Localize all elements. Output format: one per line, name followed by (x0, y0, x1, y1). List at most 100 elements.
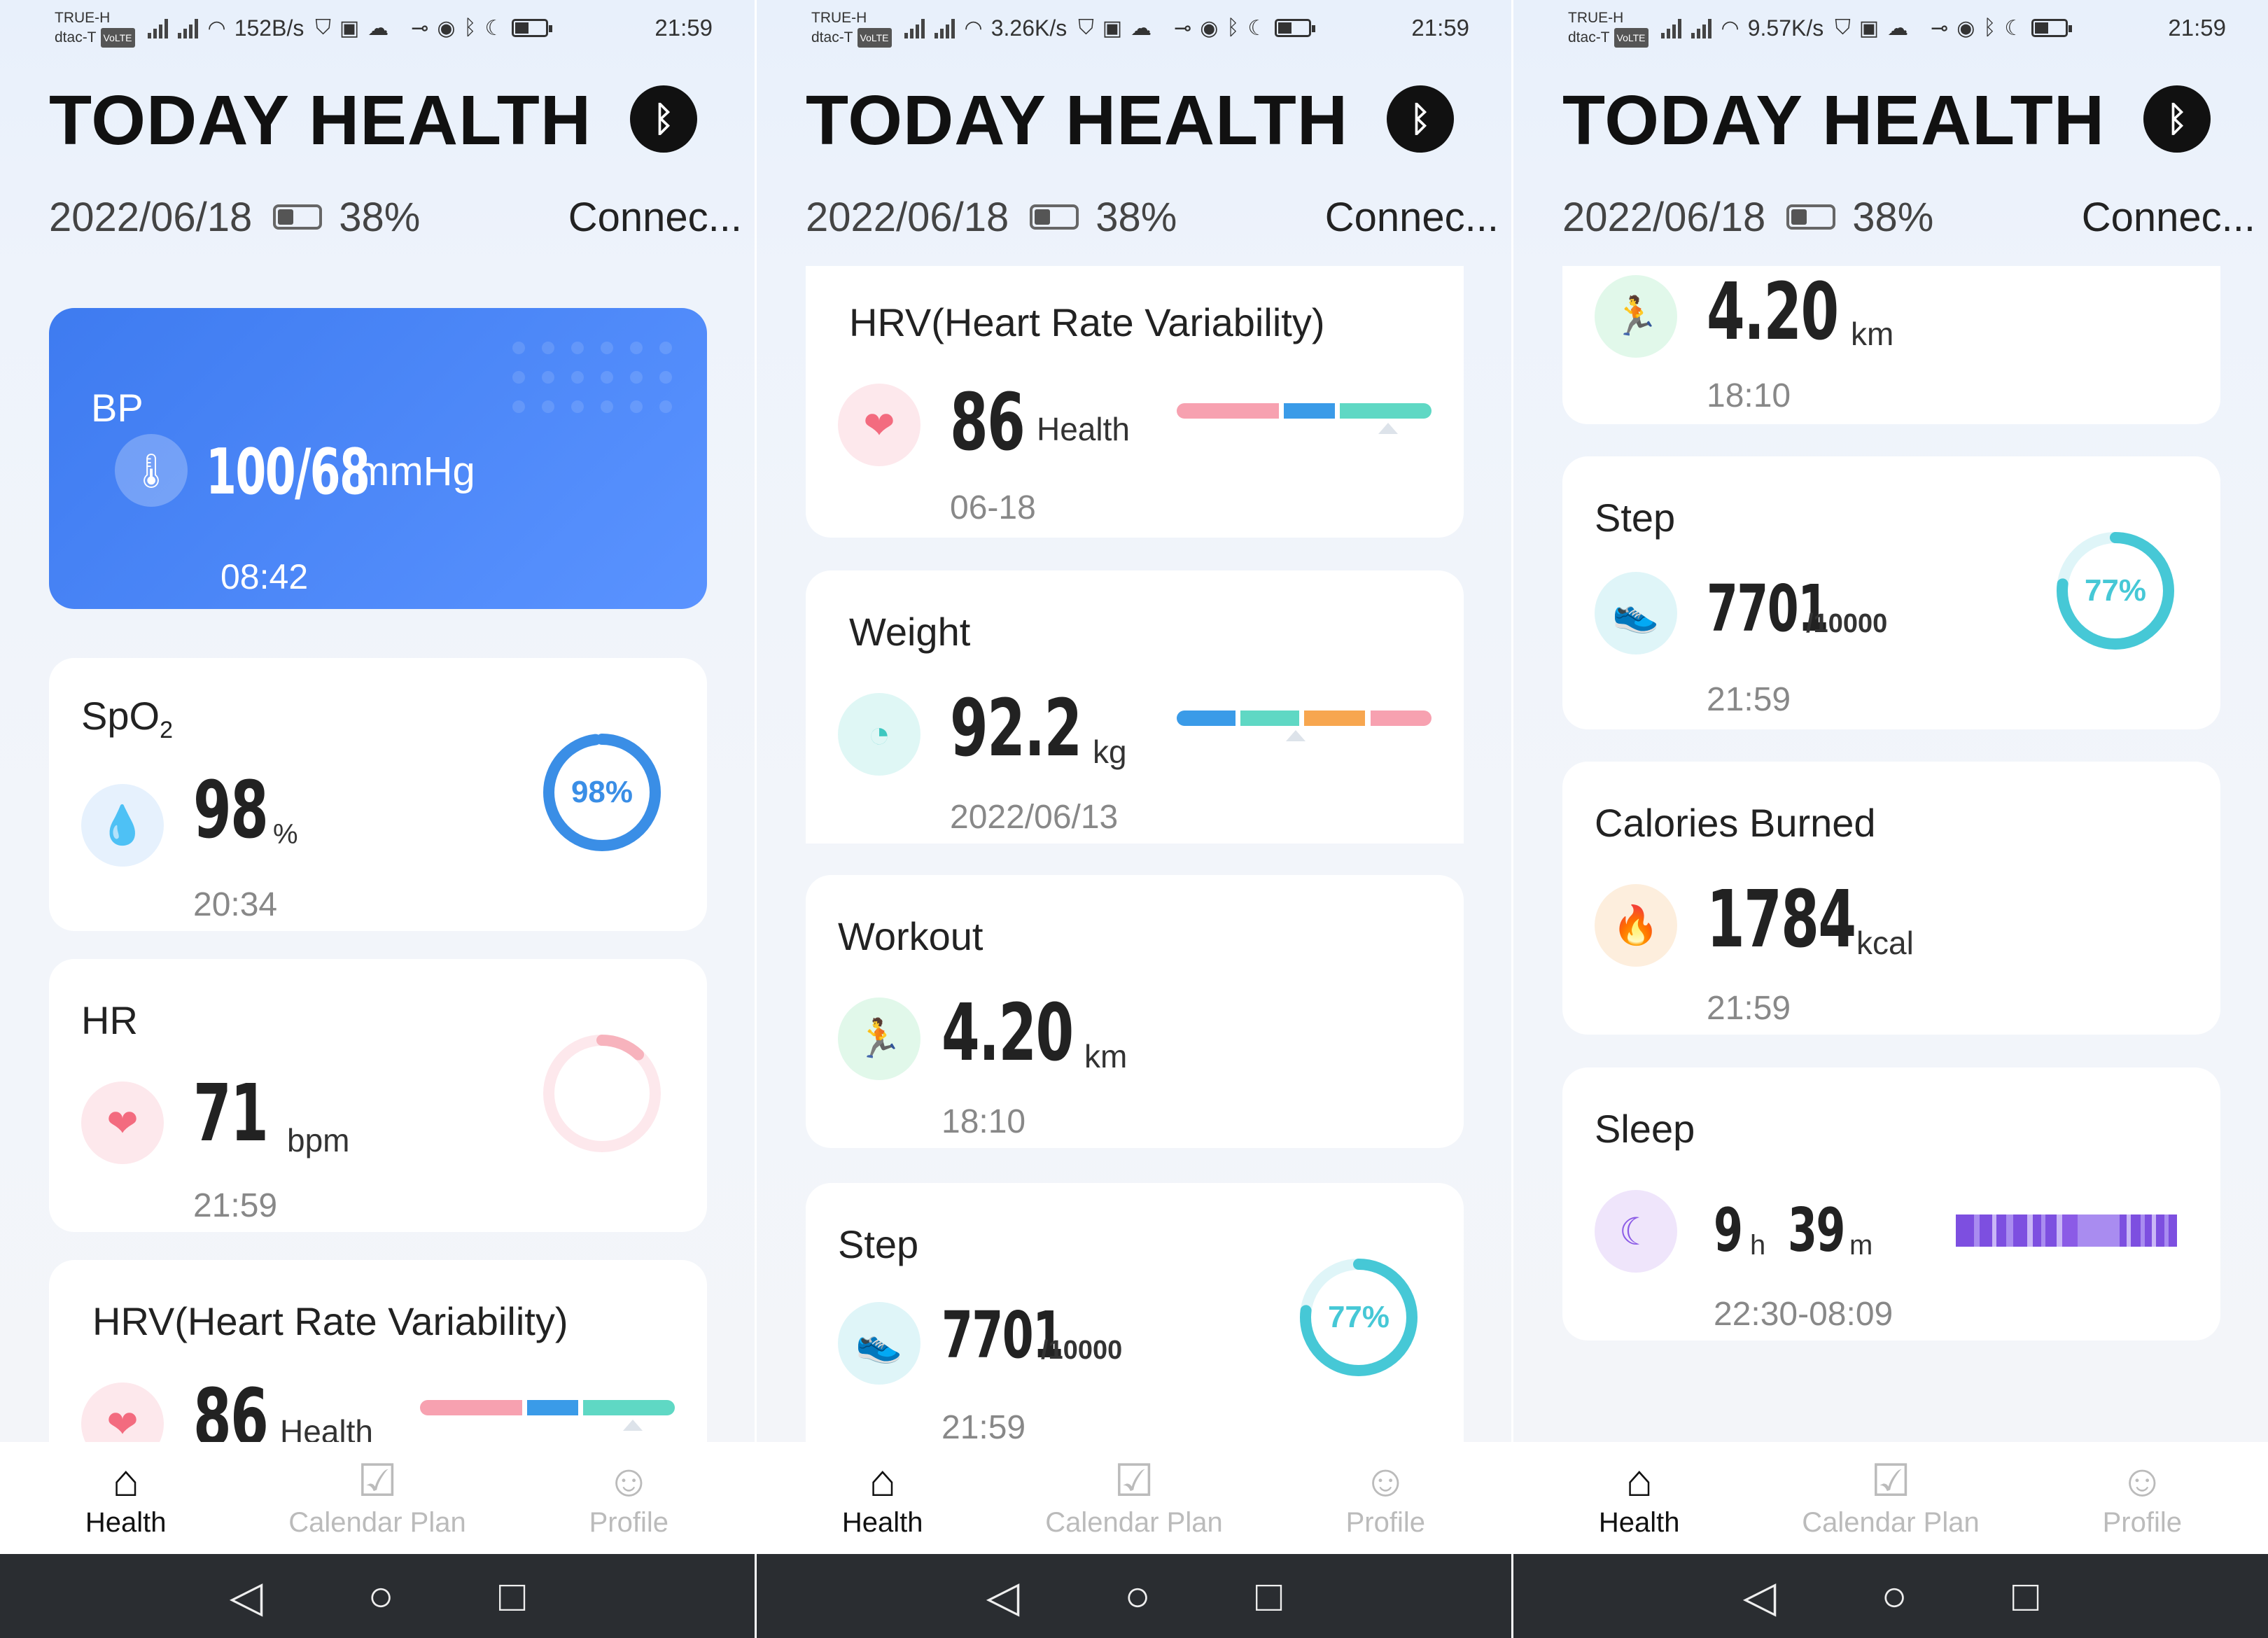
calories-card[interactable]: Calories Burned 🔥 1784 kcal 21:59 (1562, 762, 2220, 1035)
spo2-card[interactable]: SpO2 💧 98 % 20:34 98% (49, 658, 707, 931)
hr-ring (539, 1030, 665, 1156)
cloud-icon: ☁ (368, 16, 389, 40)
carrier-bottom: dtac-T (1568, 29, 1610, 46)
bluetooth-button[interactable]: ᛒ (1387, 85, 1454, 153)
sleep-minutes: 39 (1788, 1196, 1845, 1266)
signal-icon (147, 18, 168, 38)
step-ring: 77% (2052, 528, 2178, 654)
health-card-list[interactable]: BP 🌡 100/68 mmHg 08:42 SpO2 💧 98 % 20:34 (0, 266, 755, 1442)
workout-card[interactable]: Workout 🏃 4.20 km 18:10 (806, 875, 1464, 1148)
carrier-bottom: dtac-T (811, 29, 853, 46)
hrv-pointer (623, 1420, 643, 1431)
health-card-list[interactable]: 🏃 4.20 km 18:10 Step 👟 7701 /10000 21:59… (1513, 266, 2268, 1442)
step-ring: 77% (1296, 1254, 1422, 1380)
hrv-card[interactable]: HRV(Heart Rate Variability) ❤ 86 Health … (806, 266, 1464, 538)
tab-health-label: Health (841, 1506, 923, 1538)
spo2-ring-label: 98% (570, 775, 634, 809)
home-circle-icon[interactable]: ○ (1124, 1572, 1151, 1620)
workout-title: Workout (838, 914, 983, 958)
bluetooth-status-icon: ᛒ (463, 16, 477, 39)
workout-unit: km (1851, 316, 1894, 352)
step-card[interactable]: Step 👟 7701 /10000 21:59 77% (1562, 456, 2220, 729)
recent-square-icon[interactable]: □ (2012, 1572, 2039, 1620)
sleep-card[interactable]: Sleep ☾ 9 h 39 m 22:30-08:09 (1562, 1068, 2220, 1340)
network-speed: 9.57K/s (1747, 15, 1824, 41)
workout-value: 4.20 (941, 988, 1074, 1079)
tab-calendar-plan[interactable]: ☑ Calendar Plan (1765, 1442, 2016, 1554)
home-circle-icon[interactable]: ○ (368, 1572, 394, 1620)
tab-health[interactable]: ⌂ Health (1513, 1442, 1765, 1554)
page-title: TODAY HEALTH (49, 81, 592, 160)
status-bar: TRUE-H dtac-T VoLTE ◠ 152B/s ⛉ ▣ ☁ ⊸ ◉ ᛒ … (0, 0, 755, 56)
hrv-time: 06-18 (950, 489, 1036, 526)
volte-badge: VoLTE (857, 28, 892, 48)
tab-profile[interactable]: ☺ Profile (503, 1442, 755, 1554)
step-ring-label: 77% (1327, 1300, 1390, 1334)
spo2-unit: % (273, 819, 298, 850)
step-card[interactable]: Step 👟 7701 /10000 21:59 77% (806, 1183, 1464, 1442)
bluetooth-icon: ᛒ (2166, 99, 2188, 139)
tab-health[interactable]: ⌂ Health (0, 1442, 251, 1554)
eye-icon: ◉ (1200, 16, 1219, 40)
health-card-list[interactable]: HRV(Heart Rate Variability) ❤ 86 Health … (757, 266, 1511, 1442)
date-label: 2022/06/18 (49, 194, 253, 240)
tab-profile[interactable]: ☺ Profile (2017, 1442, 2268, 1554)
recent-square-icon[interactable]: □ (498, 1572, 526, 1620)
bluetooth-icon: ᛒ (653, 99, 674, 139)
calories-title: Calories Burned (1595, 801, 1876, 845)
home-circle-icon[interactable]: ○ (1881, 1572, 1907, 1620)
hrv-title: HRV(Heart Rate Variability) (849, 300, 1325, 344)
bp-time: 08:42 (220, 557, 309, 596)
network-speed: 152B/s (234, 15, 304, 41)
workout-card[interactable]: 🏃 4.20 km 18:10 (1562, 266, 2220, 424)
running-icon: 🏃 (1595, 275, 1677, 358)
calories-value: 1784 (1707, 874, 1856, 965)
tab-health[interactable]: ⌂ Health (757, 1442, 1008, 1554)
moon-icon: ☾ (1595, 1190, 1677, 1273)
eye-icon: ◉ (1956, 16, 1975, 40)
hrv-value: 86 (193, 1373, 269, 1442)
home-icon: ⌂ (1625, 1455, 1653, 1506)
hrv-unit: Health (280, 1413, 373, 1442)
page-title: TODAY HEALTH (806, 81, 1349, 160)
calendar-check-icon: ☑ (1114, 1455, 1154, 1506)
app-icon: ▣ (339, 16, 360, 40)
bluetooth-button[interactable]: ᛒ (2143, 85, 2211, 153)
phone-screen-3: TRUE-H dtac-T VoLTE ◠ 9.57K/s ⛉ ▣ ☁ ⊸ ◉ ᛒ… (1513, 0, 2268, 1638)
hrv-range-bar (420, 1400, 675, 1415)
date-label: 2022/06/18 (1562, 194, 1766, 240)
device-battery-icon (1786, 204, 1836, 230)
weight-pointer (1286, 730, 1306, 741)
tab-profile[interactable]: ☺ Profile (1260, 1442, 1511, 1554)
carrier-info: TRUE-H dtac-T VoLTE (811, 8, 892, 48)
thermometer-icon: 🌡 (115, 434, 188, 507)
tab-calendar-plan[interactable]: ☑ Calendar Plan (1008, 1442, 1259, 1554)
bp-card[interactable]: BP 🌡 100/68 mmHg 08:42 (49, 308, 707, 609)
home-icon: ⌂ (869, 1455, 896, 1506)
bp-title: BP (91, 386, 144, 430)
moon-status-icon: ☾ (484, 16, 504, 40)
tab-calendar-plan-label: Calendar Plan (288, 1506, 466, 1538)
sleep-title: Sleep (1595, 1107, 1695, 1151)
tab-calendar-plan[interactable]: ☑ Calendar Plan (251, 1442, 503, 1554)
hrv-card[interactable]: HRV(Heart Rate Variability) ❤ 86 Health (49, 1260, 707, 1442)
weight-card[interactable]: Weight ◔ 92.2 kg 2022/06/13 (806, 570, 1464, 844)
hrv-title: HRV(Heart Rate Variability) (92, 1299, 568, 1343)
system-nav-bar: ◁ ○ □ (757, 1554, 1511, 1638)
battery-percent: 38% (1852, 194, 1934, 240)
hr-card[interactable]: HR ❤ 71 bpm 21:59 (49, 959, 707, 1232)
back-triangle-icon[interactable]: ◁ (229, 1572, 263, 1621)
wifi-icon: ◠ (964, 16, 983, 40)
back-triangle-icon[interactable]: ◁ (1742, 1572, 1777, 1621)
carrier-info: TRUE-H dtac-T VoLTE (1568, 8, 1648, 48)
connection-status[interactable]: Connec... (1324, 194, 1499, 240)
cloud-icon: ☁ (1130, 16, 1152, 40)
step-value: 7701 (941, 1298, 1064, 1373)
connection-status[interactable]: Connec... (2081, 194, 2255, 240)
bluetooth-button[interactable]: ᛒ (630, 85, 697, 153)
connection-status[interactable]: Connec... (568, 194, 742, 240)
step-time: 21:59 (941, 1409, 1026, 1442)
recent-square-icon[interactable]: □ (1255, 1572, 1282, 1620)
hr-time: 21:59 (193, 1187, 278, 1224)
back-triangle-icon[interactable]: ◁ (986, 1572, 1020, 1621)
